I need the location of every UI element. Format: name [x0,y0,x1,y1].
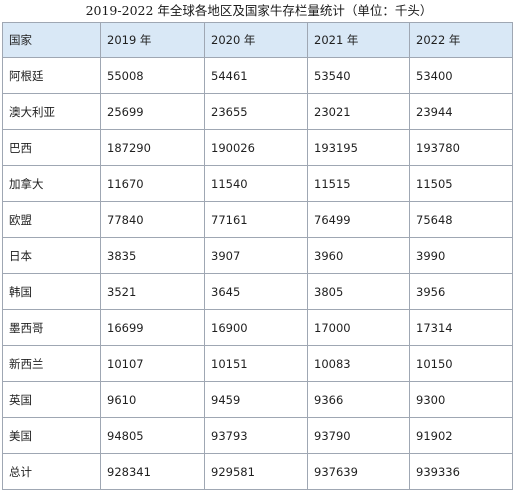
cell-2020: 16900 [204,309,308,346]
cell-2019: 10107 [100,345,205,382]
cell-2022: 9300 [409,381,513,418]
table-row: 加拿大 11670 11540 11515 11505 [2,165,513,202]
cell-2021: 10083 [307,345,410,382]
header-country: 国家 [2,22,101,58]
cell-2021: 3960 [307,237,410,274]
cell-2022: 10150 [409,345,513,382]
cell-2019: 3521 [100,273,205,310]
cell-2019: 25699 [100,93,205,130]
cell-2021: 76499 [307,201,410,238]
header-2021: 2021 年 [307,22,410,58]
cell-2019: 55008 [100,57,205,94]
cell-2022: 193780 [409,129,513,166]
cell-2021: 17000 [307,309,410,346]
table-row: 澳大利亚 25699 23655 23021 23944 [2,93,513,130]
cell-2022: 53400 [409,57,513,94]
table-row: 美国 94805 93793 93790 91902 [2,417,513,454]
cell-2020: 77161 [204,201,308,238]
cell-2022: 23944 [409,93,513,130]
cell-2019: 77840 [100,201,205,238]
cell-2022: 3990 [409,237,513,274]
table-row: 墨西哥 16699 16900 17000 17314 [2,309,513,346]
cell-2020: 190026 [204,129,308,166]
table-row: 韩国 3521 3645 3805 3956 [2,273,513,310]
cell-2020: 93793 [204,417,308,454]
cell-2021: 93790 [307,417,410,454]
header-row: 国家 2019 年 2020 年 2021 年 2022 年 [2,22,513,58]
header-2019: 2019 年 [100,22,205,58]
header-2022: 2022 年 [409,22,513,58]
cell-2020: 9459 [204,381,308,418]
table-caption: 2019-2022 年全球各地区及国家牛存栏量统计（单位：千头） [85,3,433,18]
cell-country: 日本 [2,237,101,274]
cell-2020: 11540 [204,165,308,202]
cell-2021: 23021 [307,93,410,130]
cell-2022: 17314 [409,309,513,346]
table-header: 国家 2019 年 2020 年 2021 年 2022 年 [2,22,513,58]
cell-2019: 16699 [100,309,205,346]
cell-2020: 3645 [204,273,308,310]
table-row: 巴西 187290 190026 193195 193780 [2,129,513,166]
cell-2021: 53540 [307,57,410,94]
cell-2019: 9610 [100,381,205,418]
table-row: 新西兰 10107 10151 10083 10150 [2,345,513,382]
cell-country: 墨西哥 [2,309,101,346]
cell-2022: 91902 [409,417,513,454]
cell-2022: 75648 [409,201,513,238]
cell-2021: 11515 [307,165,410,202]
cell-2022: 3956 [409,273,513,310]
cattle-inventory-table: 国家 2019 年 2020 年 2021 年 2022 年 阿根廷 55008 5… [2,22,513,490]
cell-2021: 193195 [307,129,410,166]
cell-country: 新西兰 [2,345,101,382]
cell-2020: 3907 [204,237,308,274]
cell-2020: 10151 [204,345,308,382]
cell-2019: 3835 [100,237,205,274]
cell-2022: 11505 [409,165,513,202]
cell-country: 韩国 [2,273,101,310]
cell-2020: 23655 [204,93,308,130]
table-row: 英国 9610 9459 9366 9300 [2,381,513,418]
cell-country: 美国 [2,417,101,454]
cell-2019: 11670 [100,165,205,202]
cell-2021: 3805 [307,273,410,310]
cell-country: 阿根廷 [2,57,101,94]
cell-2019: 94805 [100,417,205,454]
table-row: 阿根廷 55008 54461 53540 53400 [2,57,513,94]
table-row: 欧盟 77840 77161 76499 75648 [2,201,513,238]
cell-country: 巴西 [2,129,101,166]
cell-country: 澳大利亚 [2,93,101,130]
cell-country: 英国 [2,381,101,418]
table-row: 日本 3835 3907 3960 3990 [2,237,513,274]
table-body: 阿根廷 55008 54461 53540 53400 澳大利亚 25699 23655 230… [2,57,513,490]
cell-2021: 9366 [307,381,410,418]
cell-2020: 54461 [204,57,308,94]
header-2020: 2020 年 [204,22,308,58]
cell-2019: 187290 [100,129,205,166]
cell-country: 欧盟 [2,201,101,238]
cell-country: 加拿大 [2,165,101,202]
